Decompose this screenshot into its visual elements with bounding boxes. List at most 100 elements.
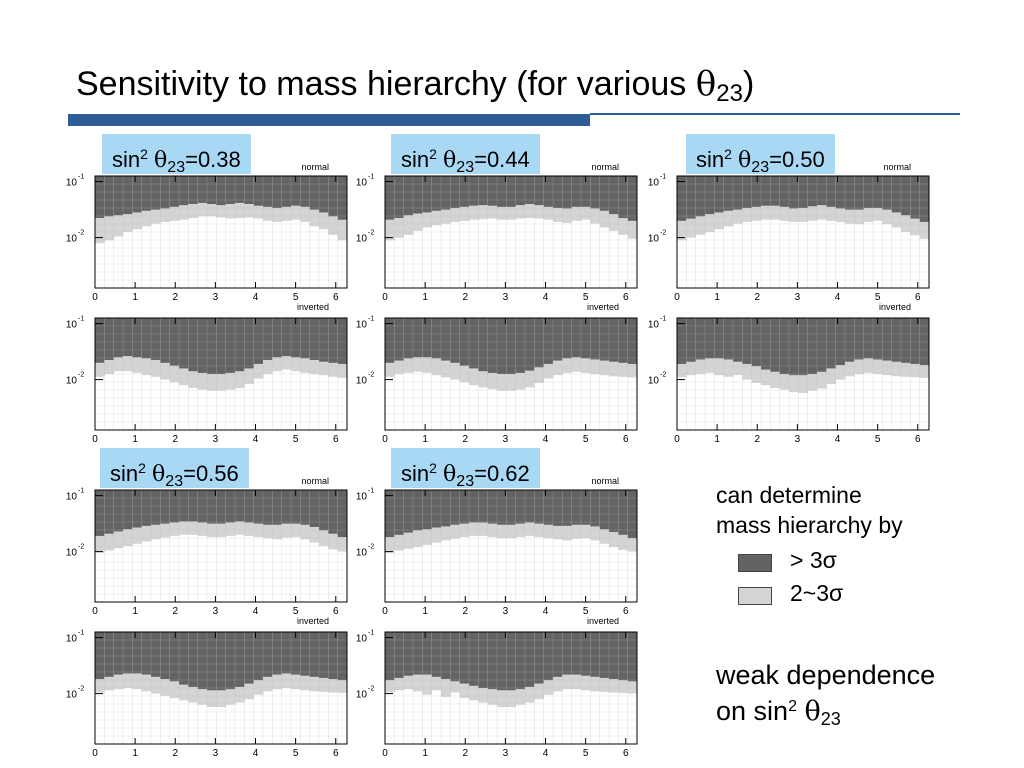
strong-region-cell: [459, 176, 470, 207]
strong-region-cell: [497, 632, 507, 691]
strong-region-cell: [723, 318, 734, 360]
label-sub: 23: [167, 159, 186, 176]
strong-region-cell: [179, 318, 189, 369]
strong-region-cell: [394, 490, 405, 535]
y-tick-label: 10: [66, 320, 78, 331]
strong-region-cell: [281, 176, 292, 207]
title-theta: θ: [695, 64, 717, 104]
strong-region-cell: [141, 176, 152, 211]
label-sub: 23: [456, 473, 475, 490]
x-tick-label: 0: [92, 292, 98, 303]
strong-region-cell: [197, 632, 208, 690]
strong-region-cell: [478, 632, 489, 688]
strong-region-cell: [882, 176, 893, 210]
strong-region-cell: [751, 176, 762, 207]
strong-region-cell: [515, 632, 526, 690]
x-tick-label: 5: [875, 434, 881, 445]
strong-region-cell: [506, 490, 517, 525]
strong-region-cell: [104, 318, 115, 360]
strong-region-cell: [300, 318, 311, 359]
strong-region-cell: [599, 318, 610, 361]
label-theta: θ: [738, 148, 752, 173]
x-tick-label: 0: [92, 606, 98, 617]
strong-region-cell: [319, 490, 329, 531]
strong-region-cell: [385, 176, 395, 220]
y-tick-label: 10: [648, 178, 660, 189]
strong-region-cell: [263, 176, 273, 207]
strong-region-cell: [207, 318, 217, 374]
strong-region-cell: [441, 632, 451, 680]
y-tick-exponent: -2: [660, 230, 666, 237]
strong-region-cell: [515, 176, 526, 206]
y-tick-label: 10: [648, 320, 660, 331]
strong-region-cell: [253, 318, 264, 364]
strong-region-cell: [95, 318, 105, 363]
x-tick-label: 1: [714, 292, 720, 303]
x-tick-label: 2: [462, 434, 468, 445]
strong-region-cell: [571, 176, 582, 207]
x-tick-label: 0: [92, 748, 98, 759]
x-tick-label: 0: [382, 292, 388, 303]
x-tick-label: 1: [132, 292, 138, 303]
strong-region-cell: [216, 632, 227, 691]
x-tick-label: 1: [422, 292, 428, 303]
strong-region-cell: [197, 490, 208, 523]
strong-region-cell: [132, 490, 143, 528]
y-tick-exponent: -1: [368, 174, 374, 181]
strong-region-cell: [319, 318, 329, 362]
x-tick-label: 4: [543, 748, 549, 759]
strong-region-cell: [95, 490, 105, 536]
strong-region-cell: [609, 176, 619, 215]
legend-swatch-weak: [738, 587, 772, 605]
strong-region-cell: [216, 176, 227, 206]
note-sup: 2: [788, 698, 797, 715]
strong-region-cell: [160, 632, 171, 680]
strong-region-cell: [291, 632, 301, 675]
panel-label-1: sin2 θ23=0.44: [391, 134, 540, 176]
strong-region-cell: [300, 632, 311, 676]
strong-region-cell: [742, 318, 753, 364]
plot-frame: [384, 489, 638, 603]
strong-region-cell: [789, 176, 799, 209]
strong-region-cell: [891, 318, 902, 362]
x-tick-label: 0: [674, 434, 680, 445]
y-tick-label: 10: [66, 234, 78, 245]
strong-region-cell: [695, 318, 706, 360]
strong-region-cell: [123, 318, 133, 357]
strong-region-cell: [609, 318, 619, 362]
strong-region-cell: [599, 176, 610, 211]
note-line2: on sin2 θ23: [716, 691, 935, 735]
strong-region-cell: [845, 176, 855, 210]
strong-region-cell: [497, 318, 507, 374]
note-theta: θ: [804, 696, 821, 727]
label-value: =0.62: [474, 461, 530, 486]
x-tick-label: 5: [293, 606, 299, 617]
x-tick-label: 3: [503, 434, 509, 445]
title-text: Sensitivity to mass hierarchy (for vario…: [76, 65, 696, 103]
x-tick-label: 2: [754, 292, 760, 303]
panel-label-4: sin2 θ23=0.62: [391, 448, 540, 490]
strong-region-cell: [506, 176, 517, 207]
strong-region-cell: [487, 490, 498, 524]
x-tick-label: 3: [213, 748, 219, 759]
strong-region-cell: [394, 318, 405, 361]
strong-region-cell: [328, 318, 339, 363]
strong-region-cell: [413, 632, 423, 675]
strong-region-cell: [235, 176, 245, 203]
strong-region-cell: [300, 176, 311, 207]
strong-region-cell: [770, 318, 781, 372]
y-tick-exponent: -1: [368, 316, 374, 323]
legend-label-strong: > 3σ: [790, 547, 837, 573]
label-theta: θ: [443, 148, 457, 173]
strong-region-cell: [263, 490, 273, 525]
y-tick-label: 10: [66, 634, 78, 645]
strong-region-cell: [581, 632, 591, 676]
strong-region-cell: [197, 176, 208, 203]
strong-region-cell: [618, 176, 629, 218]
hierarchy-label: normal: [883, 162, 911, 172]
legend-label-weak: 2~3σ: [790, 580, 844, 606]
label-value: =0.44: [474, 147, 530, 172]
hierarchy-label: normal: [301, 476, 329, 486]
y-tick-exponent: -2: [78, 372, 84, 379]
strong-region-cell: [817, 176, 827, 206]
